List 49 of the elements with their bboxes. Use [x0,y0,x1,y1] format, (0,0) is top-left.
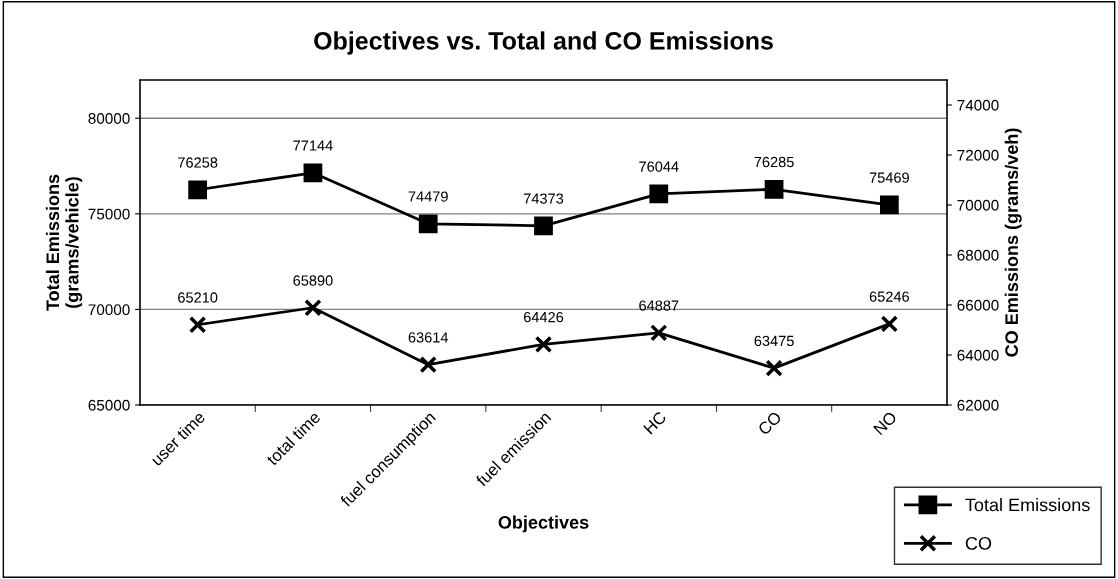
data-label: 75469 [869,172,909,183]
point [534,335,553,354]
point [765,359,783,377]
y2-tick-label: 62000 [957,399,999,411]
data-label: 65210 [178,292,218,303]
point [764,179,784,199]
data-label: 76285 [754,156,794,168]
y2-tick-label: 70000 [957,199,999,211]
point [649,184,669,204]
point [879,195,899,215]
chart-title: Objectives vs. Total and CO Emissions [314,31,773,55]
y2-tick-label: 64000 [957,349,999,361]
data-label: 63475 [754,335,794,347]
y-tick-label: 65000 [88,399,130,411]
point [880,315,899,333]
data-label: 64426 [523,311,564,323]
y-tick-label: 80000 [88,113,130,124]
x-tick-label: HC [643,410,667,435]
x-tick-label: CO [757,410,783,436]
data-label: 74373 [523,193,564,204]
point [304,299,322,317]
x-axis-title: Objectives [498,515,589,533]
y2-tick-label: 72000 [957,149,999,161]
data-label: 74479 [408,191,448,202]
legend-label: CO [965,536,992,550]
point [418,214,438,234]
y-tick-label: 75000 [88,208,130,220]
point [419,355,437,374]
y2-tick-label: 68000 [957,249,999,261]
y2-tick-label: 74000 [957,99,999,111]
legend-label: Total Emissions [965,498,1090,512]
y2-axis-title: CO Emissions (grams/veh) [1004,128,1022,357]
point [303,163,323,183]
y2-tick-label: 66000 [957,299,999,311]
data-label: 76044 [639,161,679,172]
y-axis-title: Total Emissions (grams/vehicle) [45,174,83,311]
data-label: 65890 [293,275,333,286]
data-label: 77144 [293,140,333,151]
data-label: 64887 [639,300,679,311]
y-tick-label: 70000 [88,304,130,316]
x-tick-label: user time [149,410,206,467]
data-label: 76258 [178,157,218,168]
x-tick-label: NO [872,410,898,436]
data-label: 63614 [408,332,449,343]
data-label: 65246 [869,291,909,302]
point [188,316,207,334]
point [188,180,208,200]
point [650,324,668,342]
point [534,216,553,236]
